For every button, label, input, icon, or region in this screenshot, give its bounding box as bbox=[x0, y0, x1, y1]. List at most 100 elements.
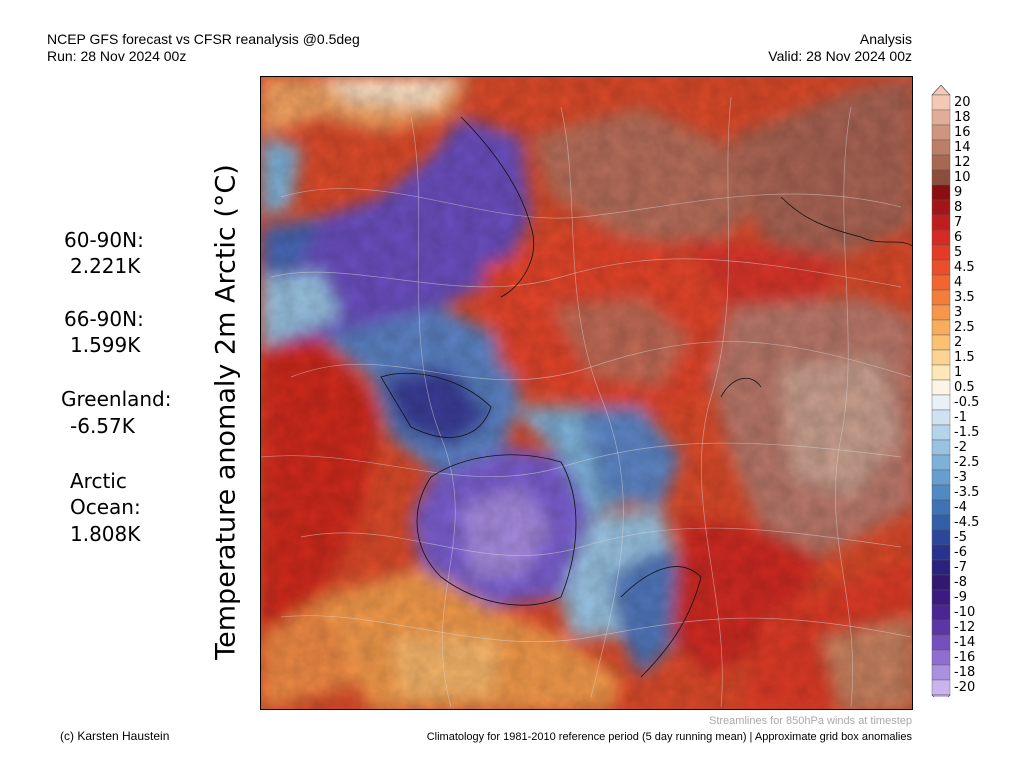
credit: (c) Karsten Haustein bbox=[60, 729, 170, 743]
colorbar-cell bbox=[931, 304, 951, 321]
colorbar-tick-label: -4 bbox=[954, 500, 967, 515]
colorbar-tick-label: 20 bbox=[954, 95, 971, 110]
colorbar-cell bbox=[931, 499, 951, 516]
colorbar-cell bbox=[931, 184, 951, 201]
colorbar-cell bbox=[931, 109, 951, 126]
colorbar-tick-label: -6 bbox=[954, 545, 967, 560]
stat-greenland-value: -6.57K bbox=[70, 414, 135, 438]
y-axis-label: Temperature anomaly 2m Arctic (°C) bbox=[210, 164, 242, 660]
colorbar-tick-label: -14 bbox=[954, 635, 976, 650]
colorbar-cell bbox=[931, 229, 951, 246]
colorbar-tick-label: 1.5 bbox=[954, 350, 975, 365]
colorbar-cell bbox=[931, 244, 951, 261]
colorbar bbox=[931, 85, 951, 697]
colorbar-tick-label: 14 bbox=[954, 140, 971, 155]
stat-66-90n-value: 1.599K bbox=[70, 333, 141, 357]
colorbar-cell bbox=[931, 679, 951, 696]
colorbar-tick-label: -1.5 bbox=[954, 425, 980, 440]
colorbar-cell bbox=[931, 274, 951, 291]
colorbar-tick-label: -4.5 bbox=[954, 515, 980, 530]
colorbar-tick-label: -9 bbox=[954, 590, 967, 605]
stat-greenland-label: Greenland: bbox=[61, 387, 172, 411]
colorbar-cell bbox=[931, 154, 951, 171]
stat-arctic-value: 1.808K bbox=[70, 522, 141, 546]
stat-66-90n-label: 66-90N: bbox=[64, 307, 144, 331]
colorbar-bottom-arrow bbox=[931, 694, 951, 697]
colorbar-tick-label: -0.5 bbox=[954, 395, 980, 410]
colorbar-cell bbox=[931, 169, 951, 186]
valid-time: Valid: 28 Nov 2024 00z bbox=[768, 48, 912, 64]
colorbar-tick-label: -5 bbox=[954, 530, 967, 545]
streamlines-note: Streamlines for 850hPa winds at timestep bbox=[709, 715, 912, 727]
colorbar-tick-label: -2.5 bbox=[954, 455, 980, 470]
colorbar-tick-label: -7 bbox=[954, 560, 967, 575]
colorbar-tick-label: 0.5 bbox=[954, 380, 975, 395]
colorbar-tick-label: -3.5 bbox=[954, 485, 980, 500]
stat-60-90n-label: 60-90N: bbox=[64, 228, 144, 252]
colorbar-tick-label: -20 bbox=[954, 680, 976, 695]
colorbar-cell bbox=[931, 619, 951, 636]
colorbar-tick-label: 2 bbox=[954, 335, 963, 350]
colorbar-tick-label: 7 bbox=[954, 215, 963, 230]
colorbar-tick-label: -8 bbox=[954, 575, 967, 590]
anomaly-field bbox=[261, 77, 912, 709]
colorbar-cell bbox=[931, 379, 951, 396]
colorbar-tick-label: 3.5 bbox=[954, 290, 975, 305]
colorbar-cell bbox=[931, 94, 951, 111]
anomaly-map bbox=[260, 76, 913, 710]
colorbar-tick-label: -12 bbox=[954, 620, 976, 635]
colorbar-cell bbox=[931, 424, 951, 441]
chart-title: NCEP GFS forecast vs CFSR reanalysis @0.… bbox=[47, 31, 360, 47]
colorbar-cell bbox=[931, 634, 951, 651]
colorbar-tick-label: 18 bbox=[954, 110, 971, 125]
colorbar-tick-label: -2 bbox=[954, 440, 967, 455]
stat-60-90n-value: 2.221K bbox=[70, 254, 141, 278]
colorbar-cell bbox=[931, 409, 951, 426]
colorbar-cell bbox=[931, 334, 951, 351]
colorbar-cell bbox=[931, 664, 951, 681]
colorbar-cell bbox=[931, 394, 951, 411]
colorbar-cell bbox=[931, 529, 951, 546]
colorbar-cell bbox=[931, 469, 951, 486]
colorbar-cell bbox=[931, 589, 951, 606]
colorbar-cell bbox=[931, 349, 951, 366]
colorbar-tick-label: 6 bbox=[954, 230, 963, 245]
streamlines bbox=[261, 96, 912, 708]
colorbar-cell bbox=[931, 319, 951, 336]
stat-arctic-label-2: Ocean: bbox=[70, 495, 141, 519]
colorbar-cell bbox=[931, 364, 951, 381]
colorbar-top-arrow bbox=[931, 85, 951, 96]
colorbar-tick-label: 2.5 bbox=[954, 320, 975, 335]
colorbar-tick-label: 8 bbox=[954, 200, 963, 215]
colorbar-cell bbox=[931, 214, 951, 231]
colorbar-tick-label: 10 bbox=[954, 170, 971, 185]
colorbar-cell bbox=[931, 124, 951, 141]
colorbar-cell bbox=[931, 514, 951, 531]
colorbar-tick-label: -1 bbox=[954, 410, 967, 425]
colorbar-tick-label: 1 bbox=[954, 365, 963, 380]
colorbar-tick-label: 9 bbox=[954, 185, 963, 200]
colorbar-tick-label: 16 bbox=[954, 125, 971, 140]
colorbar-tick-label: 3 bbox=[954, 305, 963, 320]
colorbar-tick-label: 4.5 bbox=[954, 260, 975, 275]
colorbar-tick-label: -16 bbox=[954, 650, 976, 665]
colorbar-cell bbox=[931, 259, 951, 276]
colorbar-cell bbox=[931, 604, 951, 621]
colorbar-tick-label: -3 bbox=[954, 470, 967, 485]
colorbar-cell bbox=[931, 544, 951, 561]
run-time: Run: 28 Nov 2024 00z bbox=[47, 48, 187, 64]
climatology-note: Climatology for 1981-2010 reference peri… bbox=[426, 731, 912, 743]
colorbar-tick-label: 12 bbox=[954, 155, 971, 170]
coastlines bbox=[380, 116, 912, 678]
colorbar-tick-label: 4 bbox=[954, 275, 963, 290]
colorbar-tick-label: -18 bbox=[954, 665, 976, 680]
colorbar-tick-label: -10 bbox=[954, 605, 976, 620]
colorbar-cell bbox=[931, 439, 951, 456]
colorbar-cell bbox=[931, 559, 951, 576]
colorbar-tick-label: 5 bbox=[954, 245, 963, 260]
colorbar-cell bbox=[931, 454, 951, 471]
analysis-label: Analysis bbox=[859, 31, 912, 47]
colorbar-cell bbox=[931, 199, 951, 216]
colorbar-cell bbox=[931, 289, 951, 306]
colorbar-cell bbox=[931, 484, 951, 501]
